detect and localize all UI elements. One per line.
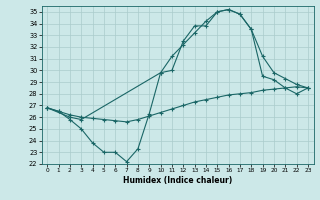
X-axis label: Humidex (Indice chaleur): Humidex (Indice chaleur)	[123, 176, 232, 185]
